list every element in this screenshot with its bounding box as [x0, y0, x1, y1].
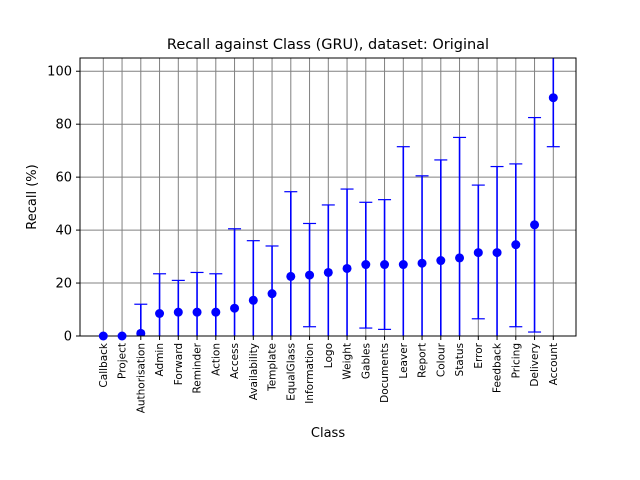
y-tick-label: 100 [47, 65, 72, 80]
data-layer [134, 58, 560, 336]
data-point [192, 307, 202, 317]
x-tick-label: Information [304, 343, 316, 404]
x-tick-label: Colour [435, 342, 447, 377]
data-point [436, 256, 446, 266]
x-axis-label: Class [311, 426, 345, 441]
y-tick-label: 80 [55, 118, 72, 133]
x-tick-label: Template [267, 343, 279, 392]
data-point [211, 307, 221, 317]
x-tick-label: Callback [98, 342, 110, 387]
data-point [417, 258, 427, 268]
x-tick-label: Reminder [192, 342, 204, 393]
data-point [136, 328, 146, 336]
y-axis-ticks: 0 20 40 60 80 100 [47, 65, 80, 345]
data-point [286, 271, 296, 281]
y-tick-label: 0 [64, 330, 72, 345]
data-point [492, 248, 502, 258]
data-point [511, 240, 521, 250]
x-tick-label: Documents [379, 343, 391, 403]
data-point [530, 220, 540, 230]
data-point [230, 303, 240, 313]
chart-title: Recall against Class (GRU), dataset: Ori… [167, 37, 489, 53]
data-point [155, 308, 165, 318]
data-point [398, 260, 408, 270]
y-tick-label: 60 [55, 171, 72, 186]
y-tick-label: 20 [55, 277, 72, 292]
y-axis-label: Recall (%) [25, 164, 40, 229]
data-point [305, 270, 315, 280]
x-tick-label: Admin [154, 343, 166, 376]
data-point [342, 263, 352, 273]
x-tick-label: Account [548, 343, 560, 385]
x-tick-label: Pricing [510, 343, 522, 378]
x-tick-label: Action [210, 343, 222, 376]
y-tick-label: 40 [55, 224, 72, 239]
data-point [173, 307, 183, 317]
x-tick-label: Availability [248, 343, 260, 400]
x-tick-label: Feedback [492, 342, 504, 393]
data-point [267, 289, 277, 299]
data-point [473, 248, 483, 258]
data-point [455, 253, 465, 263]
x-tick-label: Error [473, 342, 485, 368]
data-point [117, 331, 127, 341]
data-point [98, 331, 108, 341]
x-tick-label: Forward [173, 343, 185, 385]
data-point [548, 93, 558, 103]
data-point [361, 260, 371, 270]
x-tick-label: Report [417, 343, 429, 378]
x-tick-label: Logo [323, 343, 335, 368]
x-tick-label: Status [454, 343, 466, 376]
x-tick-label: Leaver [398, 342, 410, 378]
data-point [380, 260, 390, 270]
x-tick-label: Delivery [529, 343, 541, 387]
data-point [248, 295, 258, 305]
x-tick-label: Project [117, 343, 129, 379]
x-tick-label: EqualGlass [285, 343, 297, 401]
x-tick-label: Gables [360, 343, 372, 379]
x-tick-label: Authorisation [135, 343, 147, 413]
data-point [323, 267, 333, 277]
x-tick-label: Weight [342, 343, 354, 380]
x-tick-label: Access [229, 343, 241, 379]
